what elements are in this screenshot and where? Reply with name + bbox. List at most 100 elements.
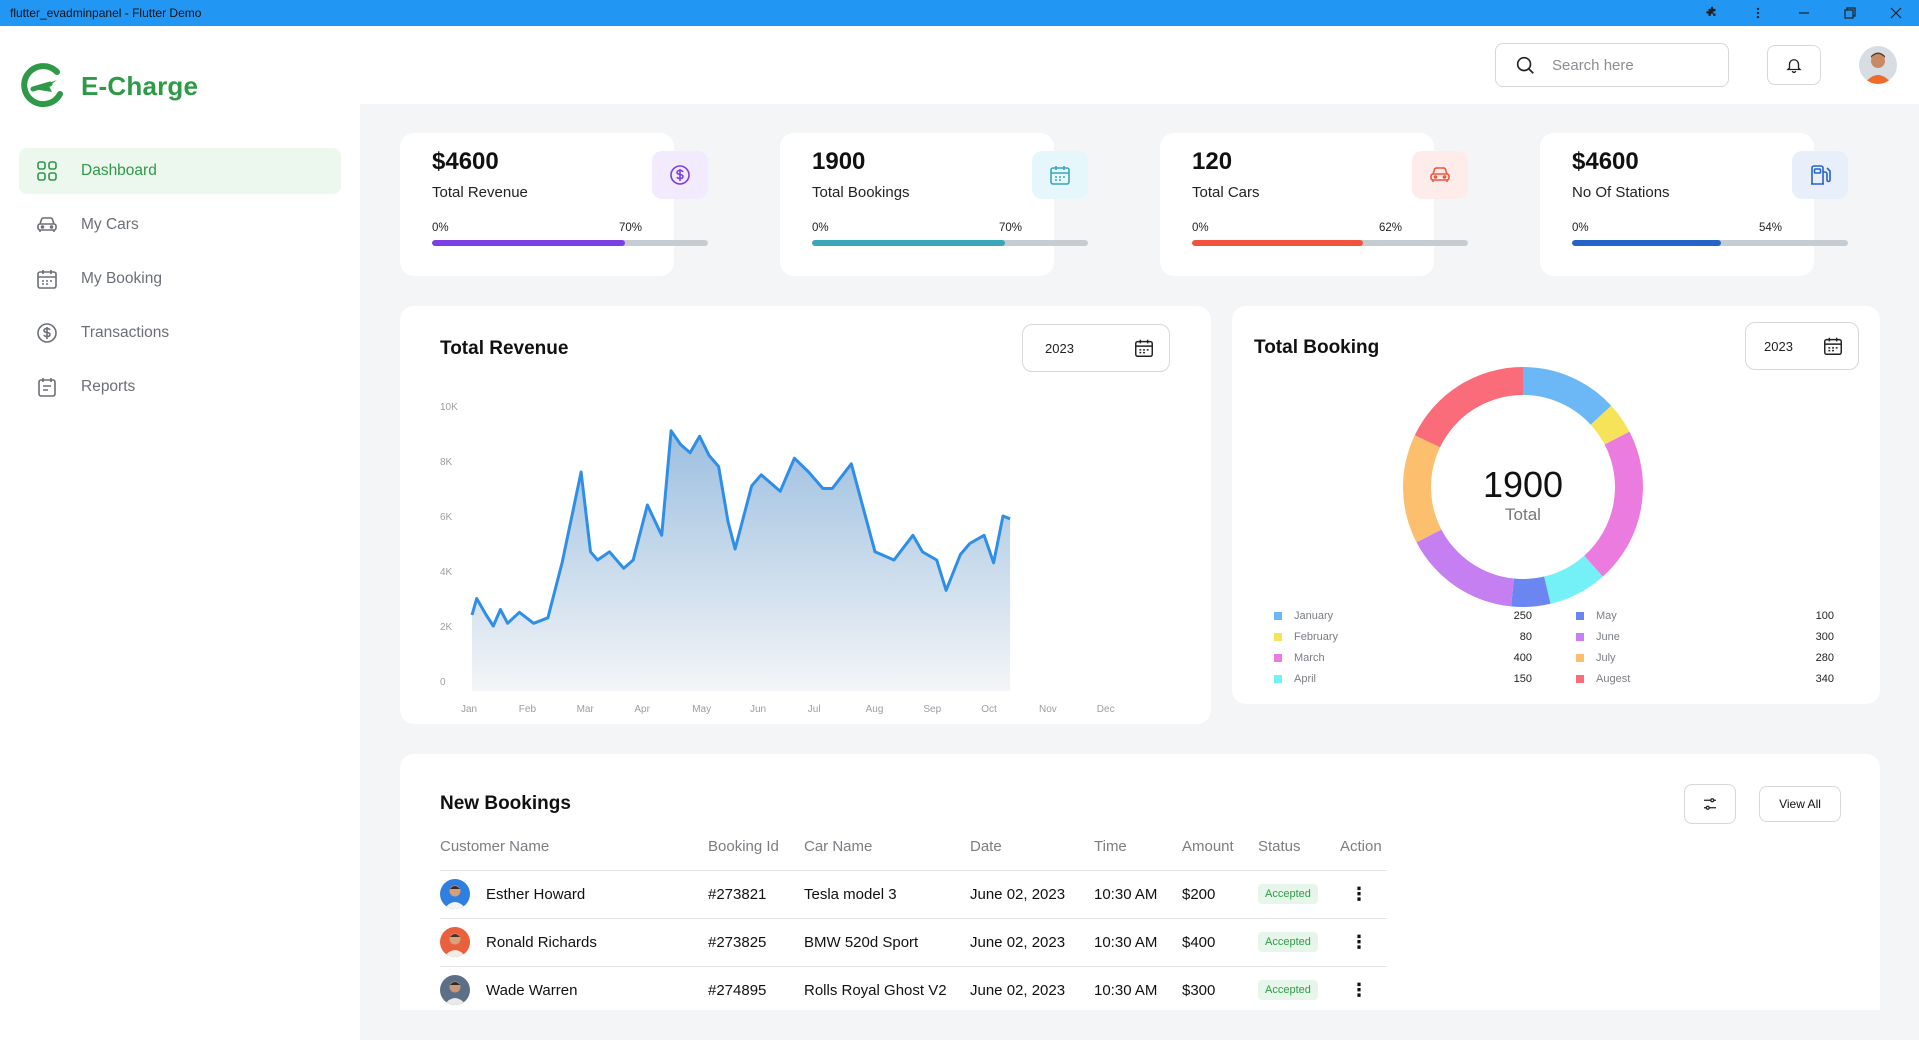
stat-label: Total Bookings	[812, 184, 910, 201]
search-input[interactable]	[1552, 56, 1712, 74]
x-tick-label: Jun	[750, 704, 766, 715]
window-title: flutter_evadminpanel - Flutter Demo	[10, 6, 202, 20]
dollar-circle-icon	[37, 323, 57, 343]
legend-label: June	[1596, 631, 1620, 643]
sidebar-item-dashboard[interactable]: Dashboard	[19, 148, 341, 194]
booking-year-picker[interactable]: 2023	[1745, 322, 1859, 370]
sidebar-item-my-booking[interactable]: My Booking	[19, 256, 341, 302]
stat-label: Total Revenue	[432, 184, 528, 201]
sidebar-item-my-cars[interactable]: My Cars	[19, 202, 341, 248]
progress-percent-label: 70%	[998, 222, 1022, 234]
customer-avatar	[440, 975, 470, 1006]
y-tick-label: 2K	[440, 622, 453, 633]
progress-fill	[812, 240, 1006, 246]
booking-time: 10:30 AM	[1094, 917, 1182, 966]
sidebar-item-label: My Booking	[81, 270, 162, 287]
sidebar-item-transactions[interactable]: Transactions	[19, 310, 341, 356]
x-tick-label: Nov	[1039, 704, 1057, 715]
revenue-title: Total Revenue	[440, 338, 569, 359]
status-badge: Accepted	[1258, 980, 1318, 1001]
car-icon	[1430, 167, 1450, 182]
progress-start-label: 0%	[1572, 222, 1589, 234]
booking-id: #274895	[708, 965, 804, 1014]
column-header: Date	[970, 838, 1002, 855]
calendar-icon	[37, 270, 57, 289]
stat-label: Total Cars	[1192, 184, 1260, 201]
column-header: Time	[1094, 838, 1127, 855]
minimize-button[interactable]	[1781, 0, 1827, 26]
stat-card-stations: $4600 No Of Stations 0% 54%	[1540, 133, 1848, 276]
booking-date: June 02, 2023	[970, 869, 1094, 918]
column-header: Amount	[1182, 838, 1234, 855]
legend-swatch	[1576, 654, 1584, 662]
column-header: Customer Name	[440, 838, 550, 855]
legend-label: July	[1596, 652, 1616, 664]
column-header: Car Name	[804, 838, 873, 855]
search-box[interactable]	[1495, 43, 1729, 87]
customer-name: Wade Warren	[486, 981, 578, 999]
column-header: Booking Id	[708, 838, 779, 855]
stat-card-total-revenue: $4600 Total Revenue 0% 70%	[400, 133, 708, 276]
customer-avatar	[440, 879, 470, 909]
customer-avatar	[440, 927, 470, 957]
restore-button[interactable]	[1827, 0, 1873, 26]
more-vertical-icon[interactable]	[1735, 0, 1781, 26]
legend-value: 300	[1815, 631, 1834, 643]
revenue-year-picker[interactable]: 2023	[1022, 324, 1170, 372]
notifications-button[interactable]	[1767, 45, 1821, 85]
status-badge: Accepted	[1258, 884, 1318, 904]
legend-label: May	[1596, 610, 1617, 622]
table-row[interactable]: Wade Warren #274895 Rolls Royal Ghost V2…	[440, 965, 1387, 1014]
calendar-icon	[1050, 166, 1070, 185]
table-row[interactable]: Esther Howard #273821 Tesla model 3 June…	[440, 869, 1387, 918]
x-tick-label: May	[692, 704, 711, 715]
x-tick-label: Oct	[981, 704, 997, 715]
booking-amount: $200	[1182, 869, 1258, 918]
filter-button[interactable]	[1684, 784, 1736, 824]
stat-value: $4600	[432, 148, 499, 175]
donut-slice	[1584, 431, 1643, 577]
donut-total-label: Total	[1505, 505, 1541, 524]
customer-name: Esther Howard	[486, 885, 586, 903]
legend-value: 250	[1513, 610, 1532, 622]
calendar-icon	[1135, 339, 1153, 357]
column-header: Action	[1340, 838, 1382, 855]
legend-swatch	[1576, 675, 1584, 683]
sidebar-item-label: My Cars	[81, 216, 139, 233]
sidebar: E-Charge Dashboard My Cars My Booking Tr…	[0, 26, 360, 1040]
x-tick-label: Aug	[866, 704, 884, 715]
legend-label: January	[1294, 610, 1334, 622]
donut-slice	[1523, 367, 1612, 425]
donut-slice	[1414, 367, 1523, 448]
stat-value: 120	[1192, 148, 1233, 175]
row-actions-icon[interactable]: ⋮	[1350, 931, 1368, 952]
row-actions-icon[interactable]: ⋮	[1350, 883, 1368, 904]
row-actions-icon[interactable]: ⋮	[1350, 979, 1368, 1000]
brand[interactable]: E-Charge	[19, 62, 198, 110]
table-header-row: Customer Name Booking Id Car Name Date T…	[440, 838, 1387, 870]
booking-id: #273821	[708, 869, 804, 918]
new-bookings-title: New Bookings	[440, 793, 571, 814]
revenue-area-chart: 0 2K 4K 6K 8K 10K Jan Feb Mar Apr May Jun Jul Aug Sep O…	[440, 402, 1115, 715]
sidebar-item-reports[interactable]: Reports	[19, 364, 341, 410]
window-titlebar: flutter_evadminpanel - Flutter Demo	[0, 0, 1919, 26]
legend-label: April	[1294, 673, 1317, 685]
x-tick-label: Mar	[577, 704, 595, 715]
booking-id: #273825	[708, 917, 804, 966]
calendar-icon	[1824, 337, 1842, 355]
progress-bar	[1572, 240, 1848, 246]
legend-label: February	[1294, 631, 1339, 643]
bookings-table: Customer Name Booking Id Car Name Date T…	[440, 838, 1387, 1014]
extensions-icon[interactable]	[1689, 0, 1735, 26]
booking-amount: $300	[1182, 965, 1258, 1014]
stat-label: No Of Stations	[1572, 184, 1670, 201]
view-all-button[interactable]: View All	[1759, 786, 1841, 822]
car-name: Tesla model 3	[804, 869, 970, 918]
user-avatar-image	[1859, 46, 1897, 84]
table-row[interactable]: Ronald Richards #273825 BMW 520d Sport J…	[440, 917, 1387, 966]
progress-fill	[432, 240, 626, 246]
user-avatar[interactable]	[1859, 46, 1897, 84]
sidebar-nav: Dashboard My Cars My Booking Transaction…	[19, 148, 341, 418]
close-button[interactable]	[1873, 0, 1919, 26]
legend-swatch	[1274, 675, 1282, 683]
